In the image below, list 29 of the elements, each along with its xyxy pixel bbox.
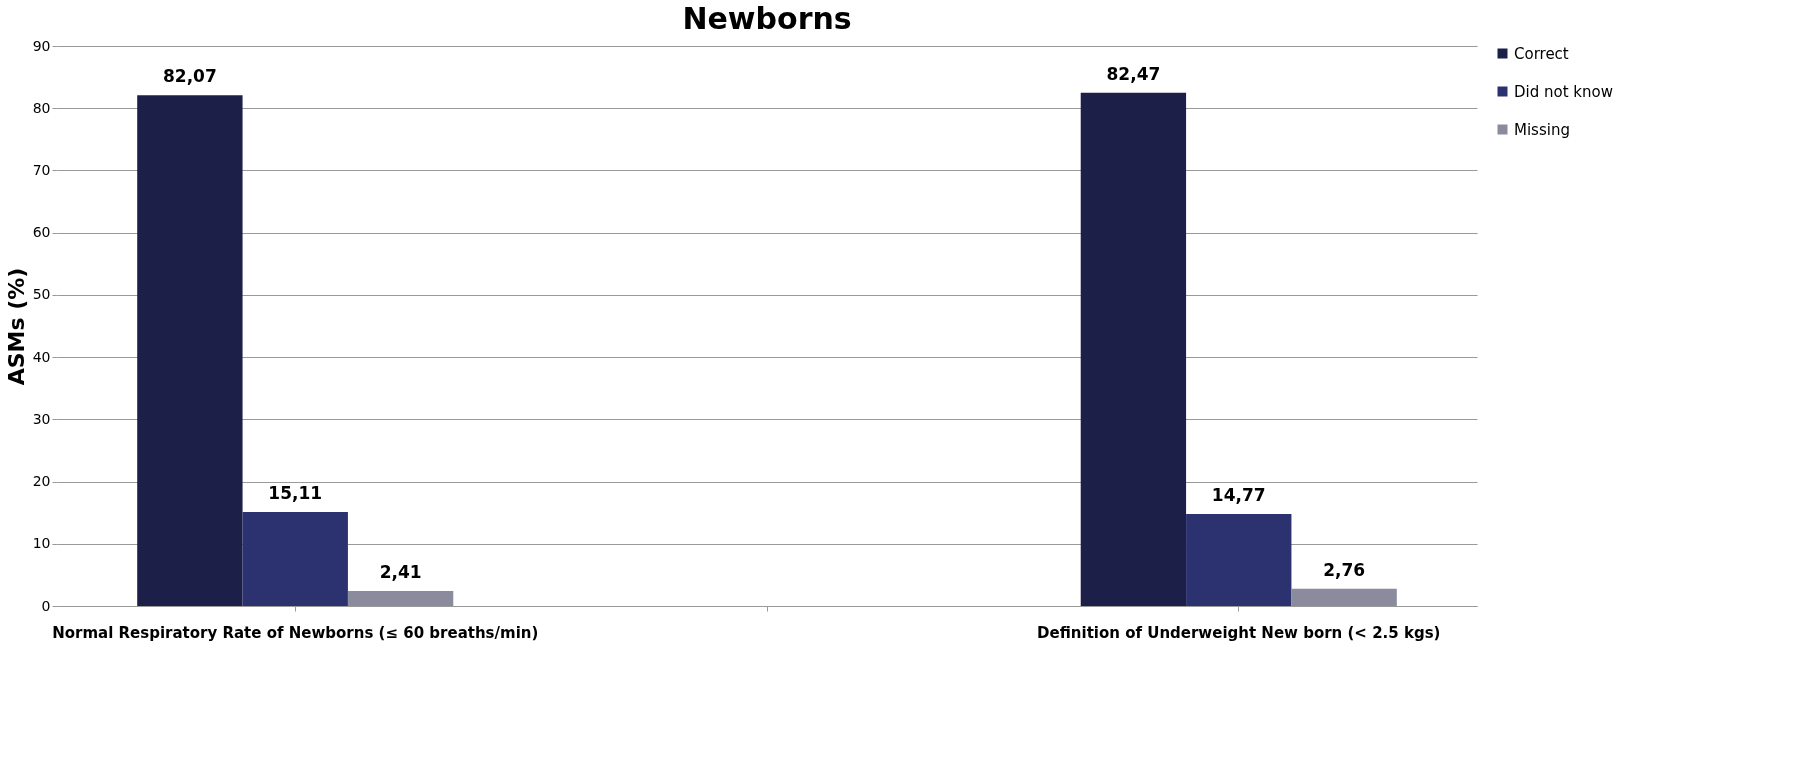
y-tick-label: 50: [32, 286, 51, 303]
bar: [137, 95, 243, 606]
y-axis-title: ASMs (%): [3, 267, 29, 386]
y-tick-label: 0: [41, 597, 51, 614]
y-tick-label: 80: [32, 99, 51, 116]
bar: [1080, 92, 1187, 606]
legend-label: Correct: [1514, 44, 1569, 63]
x-tick-label: Definition of Underweight New born (< 2.5 kgs): [1037, 623, 1441, 642]
y-tick-label: 70: [32, 161, 51, 178]
data-label: 82,07: [162, 66, 217, 87]
bar: [242, 511, 348, 606]
y-tick-label: 10: [32, 535, 51, 552]
legend-label: Did not know: [1514, 82, 1613, 101]
bar: [347, 591, 454, 606]
y-tick-label: 40: [32, 348, 51, 365]
chart-title: Newborns: [682, 1, 852, 36]
data-label: 15,11: [268, 482, 323, 503]
bar: [1291, 588, 1397, 606]
x-tick-label: Normal Respiratory Rate of Newborns (≤ 60 breaths/min): [52, 623, 539, 642]
bar: [1186, 514, 1292, 606]
data-label: 2,41: [379, 562, 422, 582]
data-label: 82,47: [1106, 63, 1161, 84]
y-tick-label: 20: [32, 473, 51, 490]
y-tick-label: 60: [32, 224, 51, 241]
y-tick-label: 30: [32, 410, 51, 427]
data-label: 2,76: [1323, 559, 1366, 580]
y-tick-label: 90: [32, 37, 51, 54]
legend-label: Missing: [1514, 120, 1570, 139]
data-label: 14,77: [1211, 485, 1266, 506]
